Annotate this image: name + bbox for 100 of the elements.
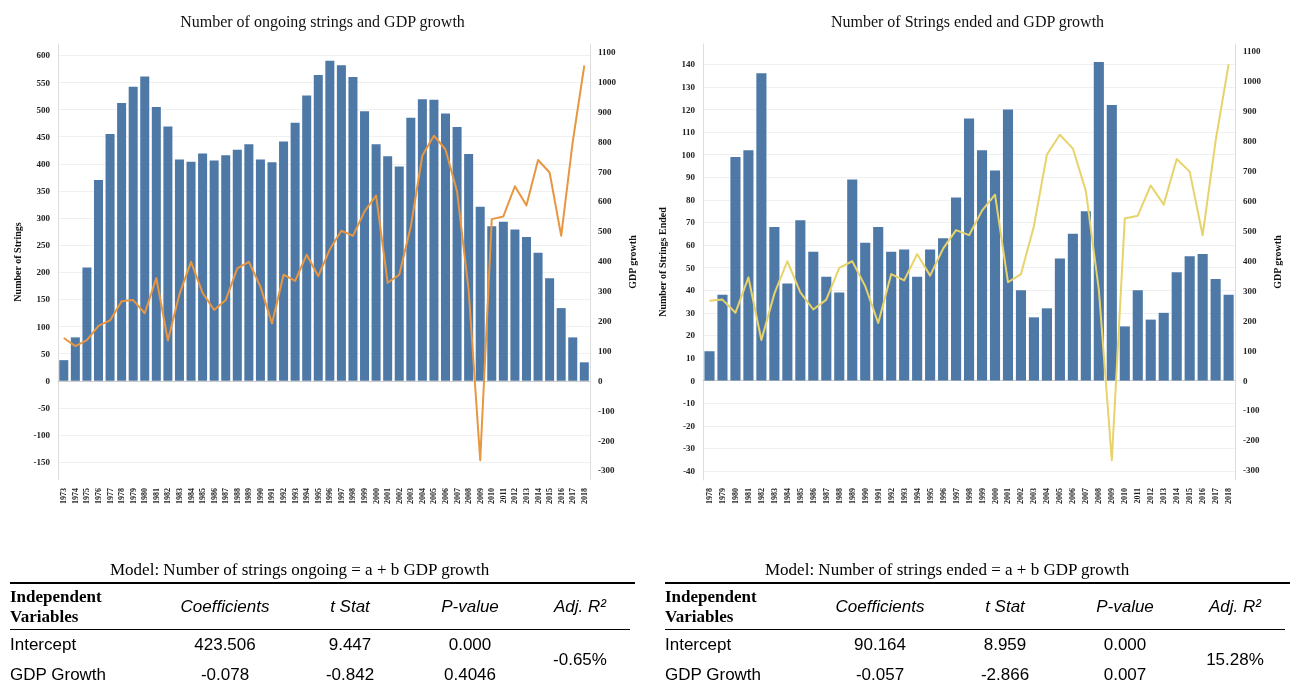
y2-tick-label: 700 [1243, 165, 1258, 176]
text: 90.164 [853, 634, 907, 656]
x-tick-label: 1980 [140, 488, 150, 504]
y-tick-label: 500 [36, 104, 51, 115]
bar [717, 294, 728, 381]
y-tick-label: 400 [36, 158, 51, 169]
text: Model: Number of strings ended = a + b GDP growth [764, 560, 1131, 581]
y-tick-label: 60 [686, 240, 696, 251]
y2-tick-label: 400 [1243, 255, 1258, 266]
y-tick-label: 20 [686, 330, 696, 341]
bar [128, 86, 138, 381]
y-tick-label: 10 [686, 353, 696, 364]
y2-tick-label: -200 [1243, 435, 1261, 446]
bar [545, 278, 555, 381]
bar [1067, 233, 1078, 381]
x-tick-label: 1997 [951, 488, 961, 504]
x-tick-label: 1987 [821, 488, 831, 504]
bar [860, 242, 871, 381]
x-tick-label: 1992 [279, 488, 289, 504]
bar [406, 117, 416, 381]
text: Independent Variables [665, 584, 815, 630]
y-tick-label: 100 [36, 321, 51, 332]
y-tick-label: 100 [681, 149, 696, 160]
bar [533, 252, 543, 381]
x-tick-label: 2016 [556, 488, 566, 504]
bar [782, 283, 793, 381]
x-tick-label: 1994 [302, 488, 312, 504]
bar [1223, 294, 1234, 381]
y-tick-label: 0 [45, 375, 51, 386]
x-tick-label: 2003 [406, 488, 416, 504]
x-tick-label: 1977 [105, 488, 115, 504]
x-tick-label: 2002 [394, 488, 404, 504]
bar [1028, 317, 1039, 381]
x-tick-label: 2008 [1094, 488, 1104, 504]
x-tick-label: 1983 [174, 488, 184, 504]
x-tick-label: 1978 [117, 488, 127, 504]
bar [769, 226, 780, 381]
text: Adj. R² [1185, 584, 1285, 630]
y-tick-label: 90 [686, 172, 696, 183]
y2-tick-label: -100 [598, 405, 616, 416]
y-tick-label: 140 [681, 59, 696, 70]
bar [174, 159, 184, 381]
x-tick-label: 1985 [795, 488, 805, 504]
x-tick-label: 1981 [743, 488, 753, 504]
bar [912, 276, 923, 381]
bar [1171, 272, 1182, 381]
x-tick-label: 1988 [232, 488, 242, 504]
y-tick-label: 200 [36, 267, 51, 278]
bar [417, 99, 427, 381]
x-tick-label: 1998 [348, 488, 358, 504]
x-tick-label: 1982 [756, 488, 766, 504]
x-tick-label: 1988 [834, 488, 844, 504]
y2-tick-label: 600 [1243, 195, 1258, 206]
y-tick-label: 110 [681, 127, 696, 138]
bar [151, 106, 161, 381]
bar [743, 150, 754, 381]
x-tick-label: 1979 [128, 488, 138, 504]
x-tick-label: 1997 [336, 488, 346, 504]
chart-title: Number of ongoing strings and GDP growth [180, 12, 465, 31]
bar [1210, 278, 1221, 381]
x-tick-label: 2010 [1120, 488, 1130, 504]
y-tick-label: 550 [36, 77, 51, 88]
x-tick-label: 1990 [255, 488, 265, 504]
y-tick-label: 40 [686, 285, 696, 296]
x-tick-label: 1995 [925, 488, 935, 504]
text: 0.007 [1102, 664, 1148, 686]
y-tick-label: 50 [686, 262, 696, 273]
bar [429, 99, 439, 381]
y2-tick-label: -300 [1243, 465, 1261, 476]
text: Coefficients [160, 584, 290, 630]
bar [360, 111, 370, 381]
y-tick-label: 130 [681, 81, 696, 92]
y2-tick-label: 200 [1243, 315, 1258, 326]
x-tick-label: 2015 [1185, 488, 1195, 504]
bar [198, 153, 208, 381]
text: GDP Growth [10, 664, 108, 686]
bar [290, 122, 300, 381]
bar [105, 134, 115, 381]
y-tick-label: 120 [681, 104, 696, 115]
y2-tick-label: 300 [598, 286, 613, 297]
bar [1041, 308, 1052, 381]
x-tick-label: 1983 [769, 488, 779, 504]
bar [1145, 319, 1156, 381]
bar [140, 76, 150, 381]
bar [82, 267, 92, 381]
bar [756, 73, 767, 381]
x-tick-label: 1998 [964, 488, 974, 504]
y2-tick-label: 800 [1243, 135, 1258, 146]
bar [255, 159, 265, 381]
x-tick-label: 2015 [545, 488, 555, 504]
y-axis-title: Number of Strings [11, 222, 23, 302]
x-tick-label: 2012 [1146, 488, 1156, 504]
bar [938, 238, 949, 381]
x-tick-label: 1982 [163, 488, 173, 504]
x-tick-label: 1989 [244, 488, 254, 504]
bar [1132, 290, 1143, 381]
x-tick-label: 2006 [1068, 488, 1078, 504]
x-tick-label: 2001 [383, 488, 393, 504]
x-tick-label: 1974 [70, 488, 80, 504]
bar [834, 292, 845, 381]
